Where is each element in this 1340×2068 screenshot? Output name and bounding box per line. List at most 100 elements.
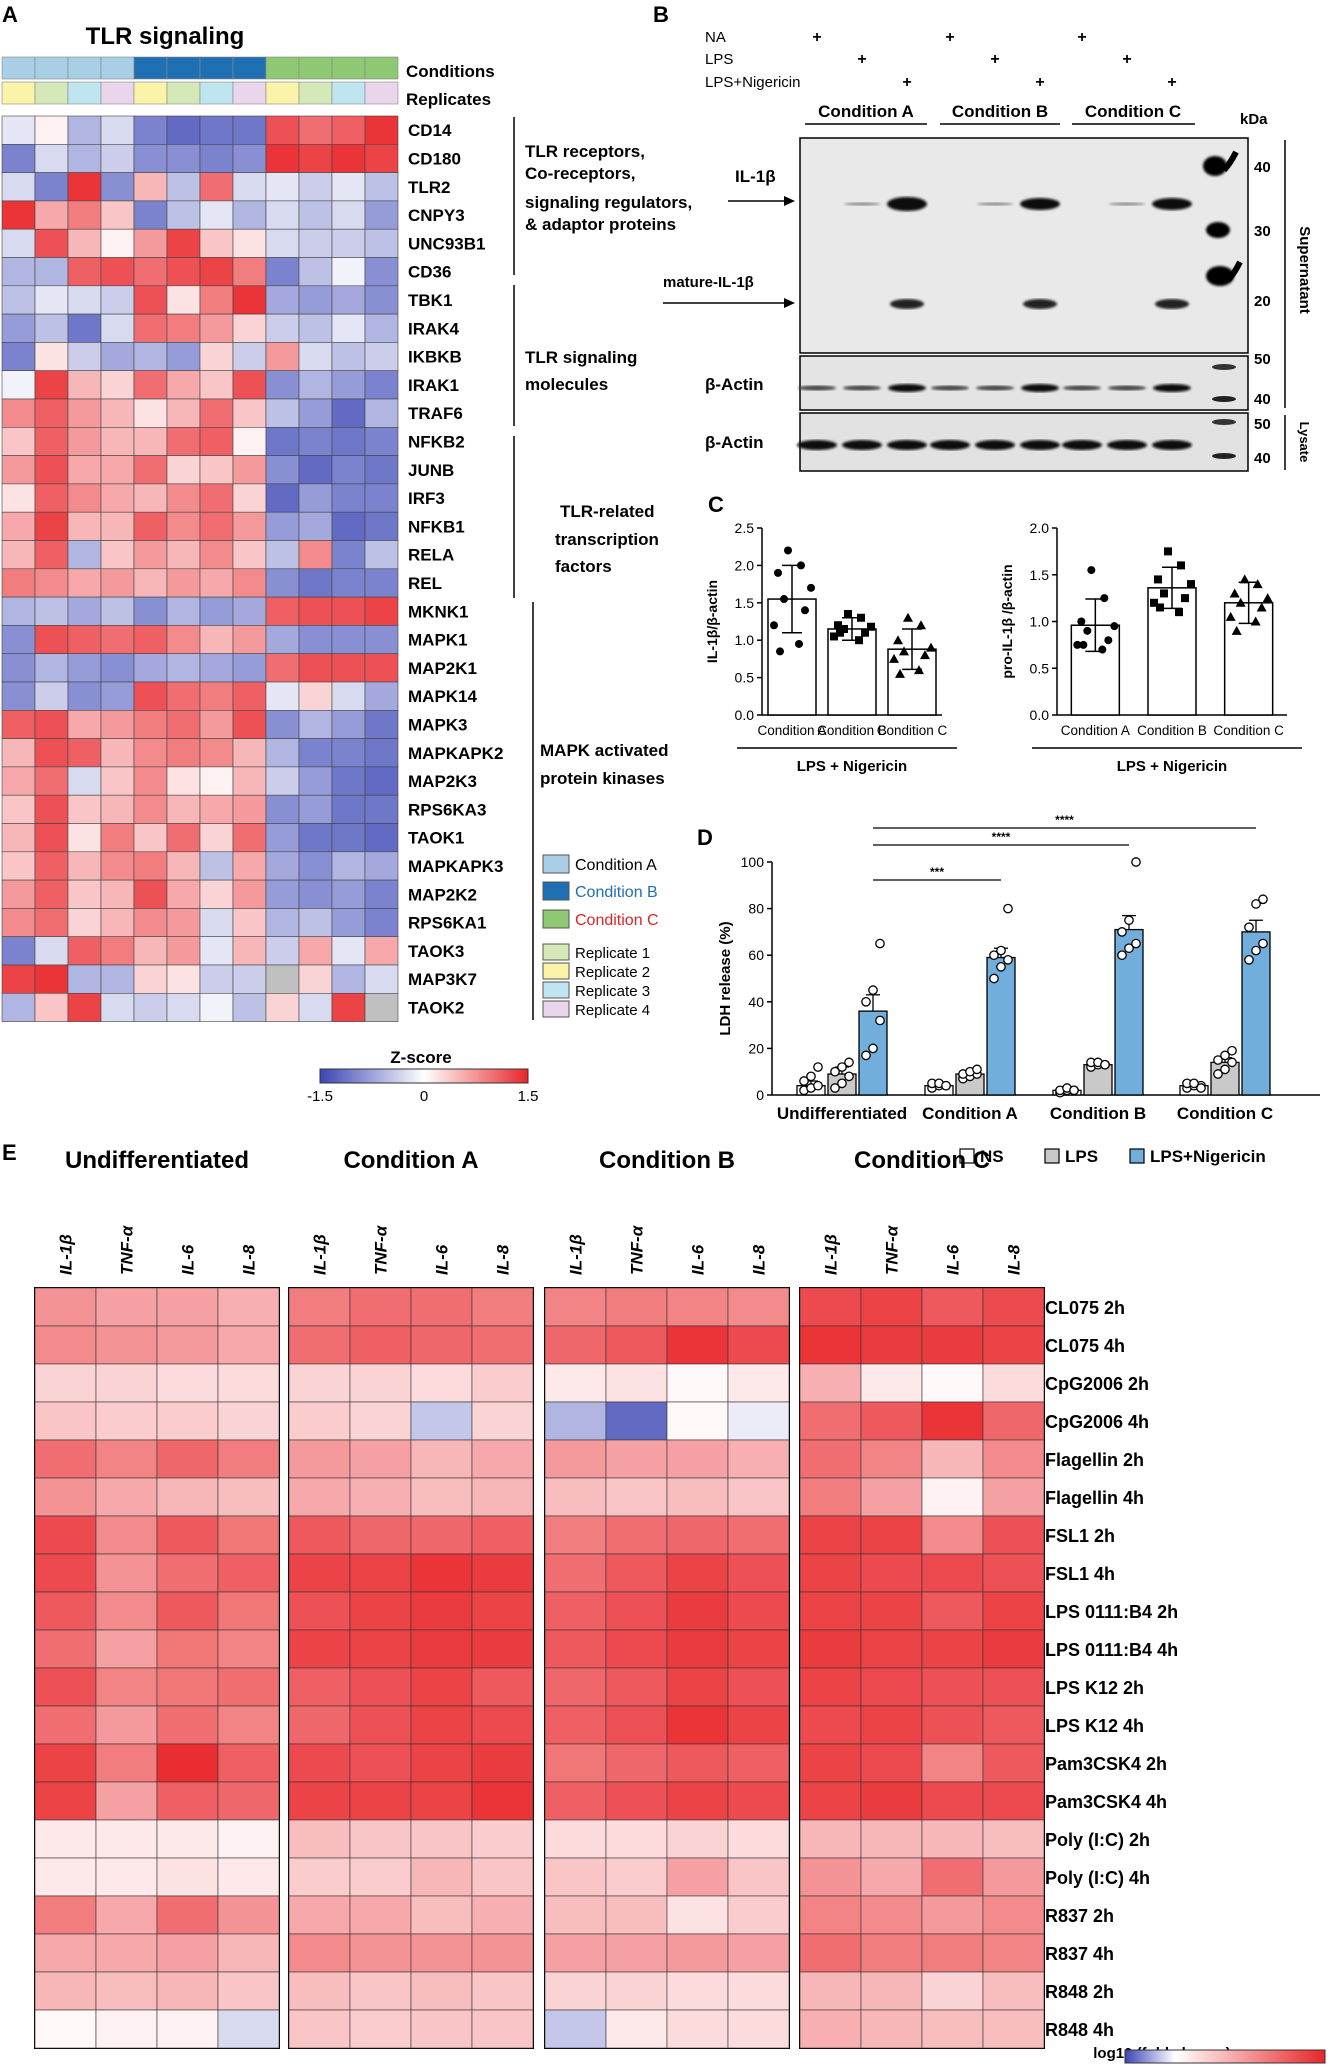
heatmap-cell: [100, 200, 135, 230]
heatmap-cell: [34, 681, 69, 711]
heatmap-cell: [100, 766, 135, 796]
data-point: [836, 628, 844, 637]
heatmap-cell: [34, 228, 69, 258]
chart-pro-il1b-ratio: 0.0 0.5 1.0 1.5 2.0 pro-IL-1β /β-actin Conditi…: [999, 520, 1302, 775]
heatmap-cell: [156, 1477, 219, 1517]
heatmap-cell: [133, 483, 168, 513]
heatmap-cell: [298, 794, 333, 824]
heatmap-cell: [67, 625, 102, 655]
heatmap-cell: [288, 1819, 351, 1859]
heatmap-cell: [727, 1325, 790, 1365]
heatmap-cell: [364, 228, 399, 258]
heatmap-cell: [921, 1743, 984, 1783]
heatmap-cell: [34, 1667, 97, 1707]
kda-label: kDa: [1240, 111, 1268, 128]
data-point: [784, 546, 792, 555]
heatmap-cell: [133, 823, 168, 853]
significance-label: ***: [930, 865, 944, 879]
heatmap-cell: [471, 1705, 534, 1745]
heatmap-cell: [410, 1401, 473, 1441]
heatmap-cell: [232, 511, 267, 541]
heatmap-cell: [67, 964, 102, 994]
heatmap-cell: [67, 313, 102, 343]
zscore-tick-min: -1.5: [307, 1088, 333, 1105]
heatmap-cell: [288, 1857, 351, 1897]
heatmap-cell: [217, 1857, 280, 1897]
heatmap-cell: [921, 1819, 984, 1859]
label-mature-il1b: mature-IL-1β: [663, 274, 754, 291]
heatmap-cell: [298, 285, 333, 315]
heatmap-cell: [288, 1705, 351, 1745]
treatment-plus-signs: + + + + + + + + +: [812, 29, 1176, 91]
heatmap-cell: [1, 455, 36, 485]
legend-swatch-condition-c: [542, 909, 570, 929]
heatmap-cell: [232, 766, 267, 796]
heatmap-cell: [100, 426, 135, 456]
heatmap-cell: [666, 1819, 729, 1859]
replicate-cell: [298, 81, 333, 105]
heatmap-cell: [199, 342, 234, 371]
row-label: Flagellin 4h: [1045, 1488, 1144, 1508]
data-point: [837, 1078, 847, 1089]
il1b-band-faint: [1109, 202, 1145, 206]
heatmap-cell: [364, 257, 399, 287]
heatmap-cell: [232, 709, 267, 739]
heatmap-cell: [349, 1591, 412, 1631]
gene-group-labels: TLR receptors, Co-receptors, signaling r…: [513, 117, 692, 1020]
heatmap-cell: [199, 483, 234, 513]
data-point: [1256, 602, 1267, 612]
heatmap-cell: [288, 1629, 351, 1669]
heatmap-cell: [133, 681, 168, 711]
heatmap-cell: [799, 1287, 862, 1327]
heatmap-cell: [727, 1553, 790, 1593]
ladder-band: [1212, 364, 1236, 370]
heatmap-cell: [100, 144, 135, 173]
heatmap-cell: [298, 313, 333, 343]
heatmap-cell: [156, 1857, 219, 1897]
heatmap-cell: [605, 1971, 668, 2011]
heatmap-cell: [265, 455, 300, 485]
heatmap-cell: [349, 1477, 412, 1517]
heatmap-cell: [34, 568, 69, 598]
heatmap-cell: [331, 426, 366, 456]
heatmap-cell: [34, 1857, 97, 1897]
heatmap-cell: [349, 1743, 412, 1783]
replicate-cell: [133, 81, 168, 105]
x-tick-label: Condition A: [757, 723, 826, 738]
heatmap-cell: [1, 709, 36, 739]
heatmap-cell: [133, 511, 168, 541]
heatmap-cell: [166, 596, 201, 626]
heatmap-cell: [799, 1857, 862, 1897]
heatmap-cell: [666, 1857, 729, 1897]
heatmap-cell: [799, 1743, 862, 1783]
heatmap-cell: [298, 908, 333, 938]
heatmap-cell: [199, 936, 234, 966]
gene-label: IKBKB: [408, 348, 462, 367]
heatmap-cell: [288, 2009, 351, 2049]
heatmap-cell: [265, 709, 300, 739]
heatmap-cell: [34, 1743, 97, 1783]
heatmap-cell: [265, 228, 300, 258]
heatmap-cell: [666, 1325, 729, 1365]
heatmap-cell: [217, 1781, 280, 1821]
mature-il1b-band: [1023, 299, 1057, 309]
column-label: IL-1β: [311, 1234, 330, 1275]
heatmap-cell: [364, 540, 399, 570]
heatmap-cell: [860, 1515, 923, 1555]
heatmap-cell: [605, 1819, 668, 1859]
heatmap-cell: [1, 738, 36, 768]
heatmap-cell: [217, 2009, 280, 2049]
heatmap-cell: [199, 257, 234, 287]
heatmap-cell: [364, 653, 399, 683]
heatmap-cell: [727, 1857, 790, 1897]
heatmap-cell: [100, 285, 135, 315]
gene-label: MAP3K7: [408, 970, 477, 989]
heatmap-cell: [95, 2009, 158, 2049]
heatmap-cell: [921, 1667, 984, 1707]
heatmap-cell: [232, 936, 267, 966]
heatmap-cell: [331, 455, 366, 485]
heatmap-cell: [156, 2009, 219, 2049]
heatmap-cell: [199, 285, 234, 315]
label-actin-supernatant: β-Actin: [705, 375, 764, 394]
x-tick-label: Condition B: [1050, 1104, 1146, 1123]
